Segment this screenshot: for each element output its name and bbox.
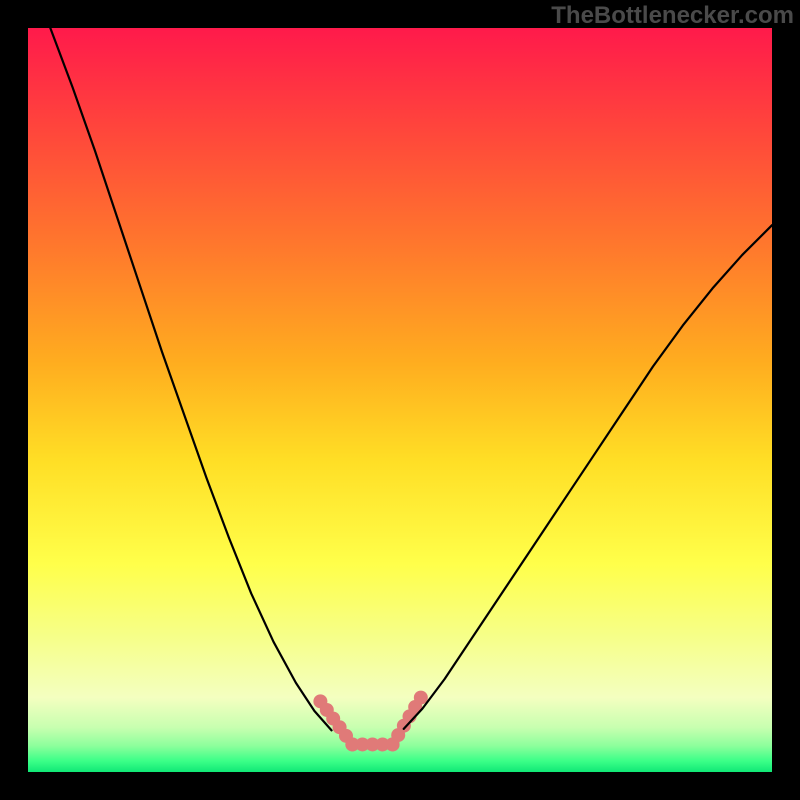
plot-area xyxy=(28,28,772,772)
watermark-text: TheBottlenecker.com xyxy=(551,2,794,30)
chart-stage: TheBottlenecker.com xyxy=(0,0,800,800)
bottleneck-chart xyxy=(0,0,800,800)
